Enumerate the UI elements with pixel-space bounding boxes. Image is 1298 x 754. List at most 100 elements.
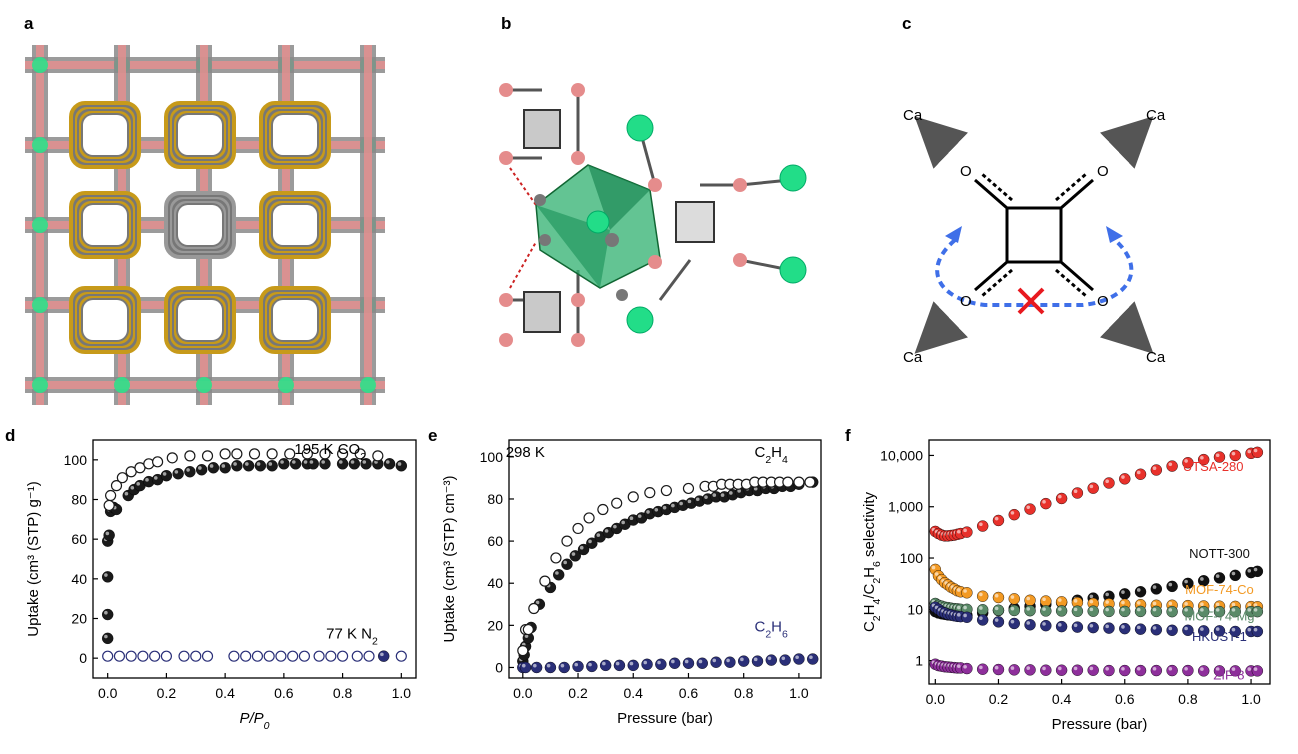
data-point xyxy=(1087,664,1099,676)
data-point-highlight xyxy=(1073,623,1078,628)
data-point-highlight xyxy=(362,460,367,464)
x-tick-label: 0.0 xyxy=(513,685,533,701)
y-tick-label: 60 xyxy=(71,531,87,547)
data-point-highlight xyxy=(1231,451,1236,456)
data-point-highlight xyxy=(637,514,642,518)
x-tick-label: 0.2 xyxy=(157,685,177,701)
data-point-highlight xyxy=(1215,453,1220,458)
data-point-highlight xyxy=(994,516,999,521)
y-tick-label: 1 xyxy=(915,653,923,669)
data-point xyxy=(1166,664,1178,677)
data-point xyxy=(1024,594,1036,606)
series-label: MOF-74-Co xyxy=(1185,582,1254,597)
y-tick-label: 10 xyxy=(907,601,923,617)
data-point xyxy=(231,448,243,460)
annotation: 195 K CO2 xyxy=(294,441,366,463)
data-point-highlight xyxy=(221,464,226,468)
data-point-highlight xyxy=(533,663,537,668)
data-point xyxy=(1055,605,1068,617)
data-point-highlight xyxy=(643,660,648,665)
data-point xyxy=(125,650,137,662)
data-point-highlight xyxy=(994,665,999,670)
data-point-highlight xyxy=(956,664,961,668)
data-point xyxy=(1251,625,1264,638)
data-point-highlight xyxy=(130,485,135,490)
data-point-highlight xyxy=(695,497,700,502)
data-point xyxy=(992,663,1005,676)
data-point xyxy=(961,611,973,623)
data-point-highlight xyxy=(1231,602,1236,607)
series-label: HKUST-1 xyxy=(1192,629,1247,644)
data-point-highlight xyxy=(963,605,967,610)
data-point-highlight xyxy=(1089,594,1094,599)
series-label: MOF-74-Mg xyxy=(1184,609,1254,624)
y-axis-label: Uptake (cm³ (STP) cm⁻³) xyxy=(441,475,458,642)
data-point-highlight xyxy=(654,508,659,512)
y-tick-label: 0 xyxy=(79,650,87,666)
data-point-highlight xyxy=(1253,667,1258,671)
annotation: C2H6 xyxy=(754,619,788,641)
data-point-highlight xyxy=(1184,608,1188,612)
data-point xyxy=(682,482,695,495)
data-point xyxy=(1134,468,1147,480)
panel-label-a: a xyxy=(24,14,34,33)
data-point-highlight xyxy=(1010,595,1015,599)
data-point xyxy=(517,645,529,657)
data-point-highlight xyxy=(1058,623,1062,627)
data-point xyxy=(1103,664,1115,677)
data-point-highlight xyxy=(1026,596,1031,601)
data-point-highlight xyxy=(1026,666,1031,670)
data-point-highlight xyxy=(588,539,592,544)
data-point xyxy=(137,650,149,662)
x-tick-label: 0.0 xyxy=(98,685,118,701)
data-point xyxy=(351,650,363,662)
annotation: 77 K N2 xyxy=(326,625,378,647)
data-point-highlight xyxy=(604,529,609,533)
data-point xyxy=(804,476,816,488)
data-point-highlight xyxy=(1089,599,1094,604)
data-point-highlight xyxy=(740,657,744,662)
data-point-highlight xyxy=(1042,622,1046,626)
data-point xyxy=(1119,664,1131,677)
data-point-highlight xyxy=(621,520,625,525)
data-point xyxy=(961,526,973,538)
data-point xyxy=(336,650,349,662)
panel-label-c: c xyxy=(902,14,912,33)
data-point-highlight xyxy=(256,462,261,466)
data-point xyxy=(583,512,595,524)
data-point-highlight xyxy=(662,505,667,510)
data-point-highlight xyxy=(1105,592,1109,597)
data-point-highlight xyxy=(956,529,961,534)
data-point-highlight xyxy=(1168,601,1173,606)
data-point-highlight xyxy=(1253,603,1258,607)
data-point-highlight xyxy=(979,592,983,597)
data-point xyxy=(528,602,540,615)
data-point-highlight xyxy=(154,476,158,480)
data-point-highlight xyxy=(1089,607,1094,612)
data-point-highlight xyxy=(994,618,999,622)
data-point-highlight xyxy=(1231,608,1236,612)
data-point-highlight xyxy=(1121,600,1125,605)
y-tick-label: 0 xyxy=(495,659,503,675)
data-point-highlight xyxy=(1200,608,1204,612)
data-point-highlight xyxy=(521,663,526,668)
data-point xyxy=(1103,477,1115,489)
data-point xyxy=(1166,605,1178,618)
x-tick-label: 0.4 xyxy=(624,685,644,701)
data-point xyxy=(190,650,202,662)
data-point-highlight xyxy=(292,460,296,464)
data-point xyxy=(1071,487,1084,499)
data-point-highlight xyxy=(245,462,249,466)
data-point-highlight xyxy=(956,588,961,592)
data-point xyxy=(263,650,275,662)
data-point xyxy=(1103,605,1115,618)
data-point-highlight xyxy=(712,493,717,497)
data-point xyxy=(301,448,313,460)
data-point-highlight xyxy=(613,524,617,529)
data-point-highlight xyxy=(1168,608,1173,612)
data-point-highlight xyxy=(588,662,592,667)
data-point-highlight xyxy=(1089,484,1094,489)
data-point-highlight xyxy=(994,593,999,598)
data-point-highlight xyxy=(602,661,606,666)
data-point xyxy=(1040,497,1052,510)
